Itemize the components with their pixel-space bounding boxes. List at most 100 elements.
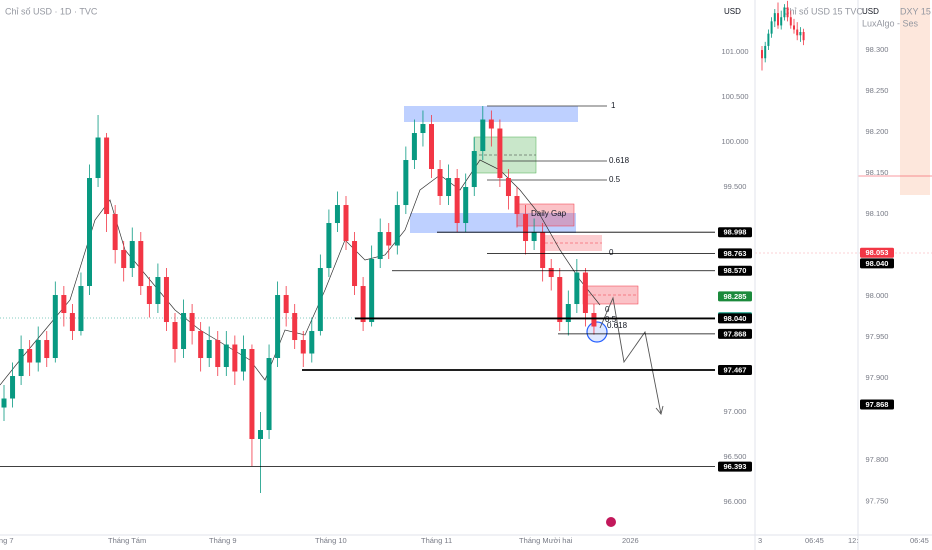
candle-body: [352, 241, 358, 287]
inset-symbol: DXY 15 TV: [900, 6, 932, 16]
candle-body: [540, 232, 546, 269]
candle-body: [27, 349, 33, 363]
candle-body: [497, 128, 503, 179]
price-label: 98.285: [724, 292, 747, 301]
candle-body: [780, 17, 783, 26]
candle-body: [454, 178, 460, 224]
candle-body: [326, 223, 332, 269]
candle-body: [582, 272, 588, 314]
candle-body: [317, 268, 323, 332]
price-label-box: [860, 399, 894, 410]
candle-body: [18, 349, 24, 377]
y-tick-label: 98.200: [866, 127, 889, 136]
candle-body: [591, 313, 597, 327]
candle-body: [121, 250, 127, 269]
candle-body: [360, 286, 366, 323]
fib-label: 0.5: [605, 315, 617, 324]
candle-body: [793, 25, 795, 30]
y-tick-label: 97.950: [866, 332, 889, 341]
x-tick-label: 06:45: [910, 536, 929, 545]
y-tick-label: 99.500: [724, 182, 747, 191]
candle-body: [61, 295, 67, 314]
price-label-box: [718, 461, 752, 472]
highlight-circle: [586, 321, 608, 343]
candle-body: [437, 169, 443, 197]
candle-body: [799, 31, 802, 36]
y-tick-label: 97.900: [866, 373, 889, 382]
fib-label: 0.5: [609, 175, 621, 184]
candle-body: [420, 124, 426, 134]
price-label: 98.040: [724, 314, 747, 323]
candle-body: [240, 349, 246, 372]
candle-body: [343, 205, 349, 242]
price-label: 97.467: [724, 365, 747, 374]
candle-body: [1, 398, 7, 408]
candle-body: [505, 178, 511, 197]
candle-body: [189, 313, 195, 332]
price-label-box: [860, 247, 894, 258]
x-tick-label: Tháng 7: [0, 536, 14, 545]
candle-body: [129, 241, 135, 269]
candle-body: [215, 340, 221, 368]
candle-body: [377, 232, 383, 260]
candle-body: [334, 205, 340, 224]
candle-body: [206, 340, 212, 359]
axis-currency: USD: [862, 7, 879, 16]
y-tick-label: 97.750: [866, 496, 889, 505]
price-label-box: [718, 313, 752, 324]
fib-label: 0: [609, 248, 614, 257]
price-label: 98.998: [724, 228, 747, 237]
candle-body: [112, 214, 118, 251]
candle-body: [471, 151, 477, 188]
x-tick-label: Tháng Tám: [108, 536, 146, 545]
candle-body: [394, 205, 400, 246]
y-tick-label: 98.300: [866, 45, 889, 54]
inset-indicator: LuxAlgo - Ses: [862, 18, 919, 28]
fvg-zone: [545, 235, 602, 251]
gap-label: Daily Gap: [531, 209, 567, 218]
candle-body: [146, 286, 152, 305]
arrow-head: [655, 405, 664, 415]
candle-body: [796, 29, 799, 36]
price-label-box: [718, 328, 752, 339]
x-tick-label: 12:: [848, 536, 858, 545]
candle-body: [300, 340, 306, 354]
candle-body: [429, 124, 434, 170]
x-tick-label: 06:45: [805, 536, 824, 545]
candle-body: [789, 17, 792, 26]
candle-body: [69, 313, 75, 332]
candle-body: [767, 33, 770, 46]
price-label: 97.868: [866, 400, 889, 409]
price-label: 98.570: [724, 266, 747, 275]
candle-body: [198, 331, 204, 359]
price-label-box: [718, 265, 752, 276]
fib-label: 0.618: [609, 156, 630, 165]
candle-body: [35, 340, 41, 363]
candle-body: [10, 376, 16, 399]
candle-body: [266, 358, 272, 431]
candle-body: [463, 187, 469, 224]
candle-body: [95, 137, 101, 179]
candle-body: [181, 313, 187, 350]
y-tick-label: 98.000: [866, 291, 889, 300]
price-label: 98.053: [866, 248, 889, 257]
x-tick-label: 2026: [622, 536, 639, 545]
candle-body: [232, 344, 238, 372]
event-icon: [606, 517, 616, 527]
y-tick-label: 101.000: [721, 47, 748, 56]
candle-body: [488, 119, 494, 129]
candle-body: [783, 7, 786, 18]
price-label: 98.763: [724, 249, 747, 258]
candle-body: [309, 331, 315, 354]
price-label-box: [860, 258, 894, 269]
candle-body: [770, 21, 773, 34]
candle-body: [249, 349, 255, 440]
candle-body: [548, 268, 554, 278]
x-tick-label: 3: [758, 536, 762, 545]
candle-body: [44, 340, 50, 359]
candle-body: [777, 13, 779, 26]
price-label-box: [718, 291, 752, 302]
candle-body: [403, 160, 409, 206]
fib-label: 1: [611, 101, 616, 110]
